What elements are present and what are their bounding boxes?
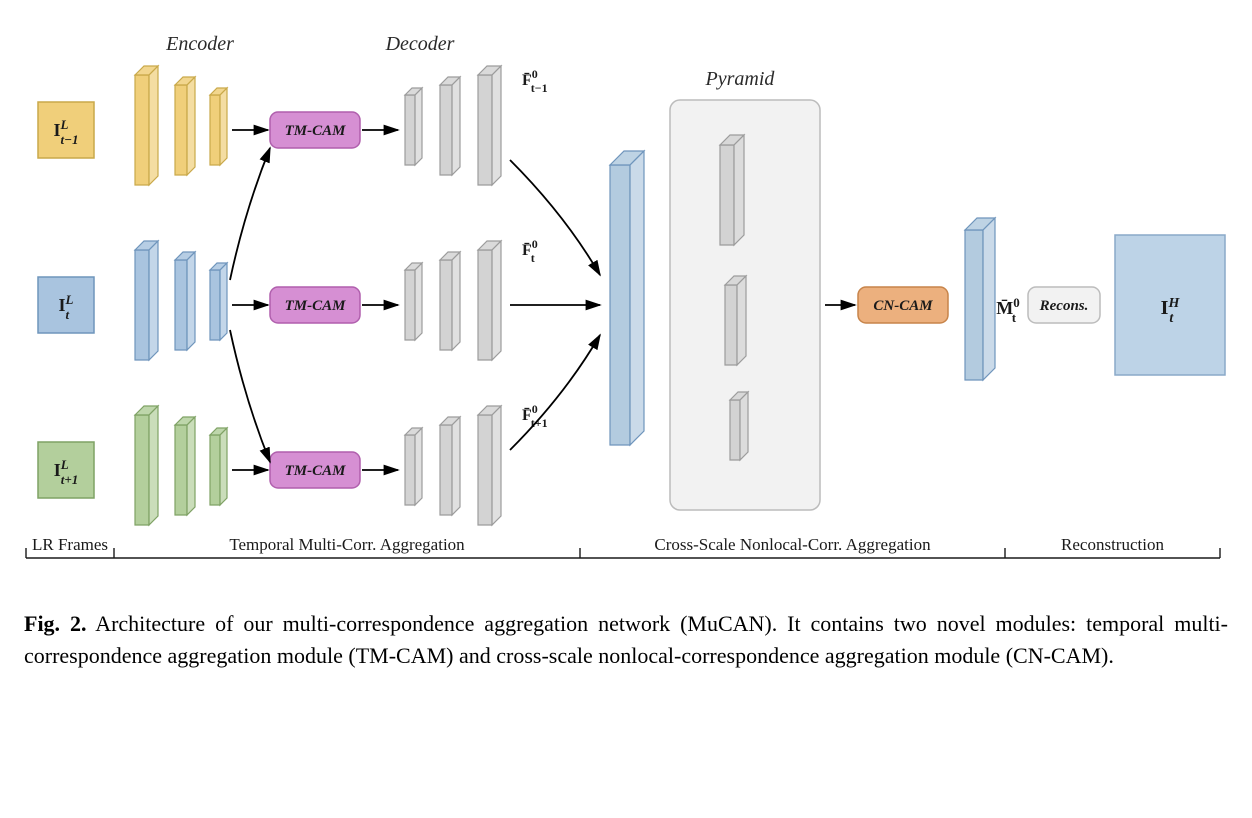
svg-text:M̄0t: M̄0t xyxy=(996,295,1020,325)
caption-text: Architecture of our multi-correspondence… xyxy=(24,611,1228,668)
svg-text:F̄0t−1: F̄0t−1 xyxy=(522,67,548,95)
svg-text:F̄0t: F̄0t xyxy=(522,237,538,265)
svg-text:Cross-Scale Nonlocal-Corr. Agg: Cross-Scale Nonlocal-Corr. Aggregation xyxy=(654,535,931,554)
svg-text:TM-CAM: TM-CAM xyxy=(285,463,347,479)
svg-text:F̄0t+1: F̄0t+1 xyxy=(522,402,548,430)
svg-text:TM-CAM: TM-CAM xyxy=(285,123,347,139)
caption-label: Fig. 2. xyxy=(24,611,86,636)
figure-caption: Fig. 2. Architecture of our multi-corres… xyxy=(20,608,1232,672)
svg-text:Pyramid: Pyramid xyxy=(705,68,776,90)
svg-text:LR Frames: LR Frames xyxy=(32,535,108,554)
svg-text:Reconstruction: Reconstruction xyxy=(1061,535,1164,554)
svg-text:Recons.: Recons. xyxy=(1039,298,1089,314)
svg-text:CN-CAM: CN-CAM xyxy=(873,298,933,314)
architecture-diagram: EncoderDecoderPyramidTM-CAMTM-CAMTM-CAMI… xyxy=(20,20,1232,580)
svg-text:Temporal Multi-Corr. Aggregati: Temporal Multi-Corr. Aggregation xyxy=(229,535,465,554)
svg-text:Decoder: Decoder xyxy=(385,33,455,55)
figure-container: EncoderDecoderPyramidTM-CAMTM-CAMTM-CAMI… xyxy=(20,20,1232,672)
svg-text:TM-CAM: TM-CAM xyxy=(285,298,347,314)
svg-text:Encoder: Encoder xyxy=(165,33,234,55)
